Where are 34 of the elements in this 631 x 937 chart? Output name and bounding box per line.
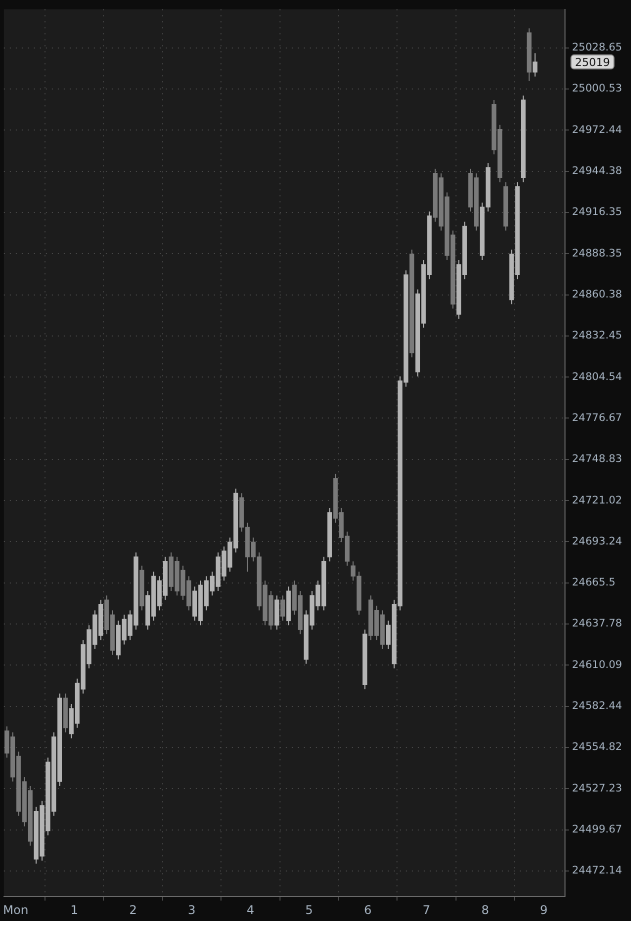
x-tick-label: 6 (364, 902, 372, 917)
x-tick-label: 9 (540, 902, 548, 917)
x-tick-label: 7 (422, 902, 430, 917)
y-tick-label: 24804.54 (572, 370, 622, 383)
y-tick-label: 24693.24 (572, 535, 622, 548)
candlestick (280, 594, 286, 622)
y-tick-label: 24582.44 (572, 700, 622, 712)
x-tick-label: 3 (188, 902, 196, 917)
y-tick-label: 24748.83 (572, 453, 622, 466)
y-tick-label: 24916.35 (572, 206, 622, 218)
y-tick-label: 24972.44 (572, 124, 622, 136)
x-tick-label: 1 (70, 902, 78, 917)
y-tick-label: 24554.82 (572, 741, 622, 754)
y-tick-label: 24610.09 (572, 658, 622, 671)
y-tick-label: 24665.5 (572, 576, 616, 589)
y-tick-label: 24721.02 (572, 494, 622, 506)
x-tick-label: 2 (129, 902, 137, 917)
y-tick-label: 24499.67 (572, 824, 622, 836)
x-tick-label: 4 (246, 902, 254, 917)
y-tick-label: 24776.67 (572, 412, 622, 424)
candlestick (532, 52, 538, 78)
y-tick-label: 24860.38 (572, 288, 622, 300)
y-tick-label: 25028.65 (572, 42, 622, 54)
y-tick-label: 24832.45 (572, 330, 622, 342)
y-tick-label: 24472.14 (572, 864, 622, 877)
y-tick-label: 25000.53 (572, 82, 622, 95)
y-tick-label: 24944.38 (572, 165, 622, 178)
y-tick-label: 24637.78 (572, 618, 622, 630)
x-tick-label: 8 (481, 902, 489, 917)
y-tick-label: 24888.35 (572, 247, 622, 260)
x-tick-label: Mon (2, 902, 28, 917)
x-tick-label: 5 (305, 902, 313, 917)
text: 25019 (575, 56, 610, 69)
y-tick-label: 24527.23 (572, 782, 622, 794)
